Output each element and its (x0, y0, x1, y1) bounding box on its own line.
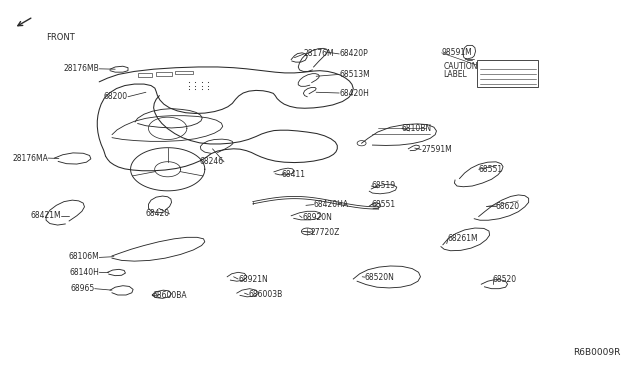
Text: 68200: 68200 (104, 92, 128, 101)
Text: 68140H: 68140H (69, 268, 99, 277)
Text: 28176MA: 28176MA (12, 154, 48, 163)
Text: 686003B: 686003B (248, 290, 283, 299)
Text: 98591M: 98591M (442, 48, 472, 57)
Text: 68965: 68965 (70, 284, 95, 293)
Text: FRONT: FRONT (46, 33, 75, 42)
Bar (175, 71, 193, 74)
Text: CAUTION: CAUTION (444, 62, 478, 71)
Text: 68261M: 68261M (448, 234, 479, 243)
Bar (138, 73, 152, 77)
Text: 68519: 68519 (371, 182, 396, 190)
Text: 6810BN: 6810BN (402, 124, 432, 133)
Text: 68420: 68420 (145, 209, 170, 218)
Text: 27591M: 27591M (421, 145, 452, 154)
Text: 68551: 68551 (479, 165, 503, 174)
Bar (477, 60, 538, 87)
Text: 68246: 68246 (200, 157, 224, 166)
Text: 68921N: 68921N (238, 275, 268, 283)
Text: 27720Z: 27720Z (310, 228, 340, 237)
Text: 68106M: 68106M (68, 252, 99, 261)
Text: 68520N: 68520N (365, 273, 395, 282)
Text: 68520: 68520 (493, 275, 517, 284)
Text: 68600BA: 68600BA (152, 291, 187, 300)
Text: 68411: 68411 (282, 170, 306, 179)
Text: 68620: 68620 (496, 202, 520, 211)
Text: 68920N: 68920N (302, 213, 332, 222)
Bar (156, 72, 172, 76)
Text: 68420HA: 68420HA (314, 200, 349, 209)
Text: R6B0009R: R6B0009R (573, 348, 621, 357)
Text: 68513M: 68513M (339, 70, 370, 79)
Text: 28176M: 28176M (304, 49, 335, 58)
Text: 28176MB: 28176MB (63, 64, 99, 73)
Text: LABEL: LABEL (444, 70, 467, 79)
Text: 68420P: 68420P (339, 49, 368, 58)
Text: 68421M: 68421M (30, 211, 61, 220)
Text: 68551: 68551 (371, 200, 396, 209)
Text: 68420H: 68420H (339, 89, 369, 97)
